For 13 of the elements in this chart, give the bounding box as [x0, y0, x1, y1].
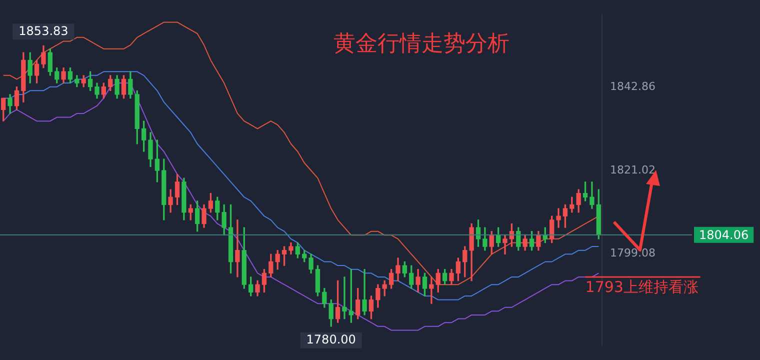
y-tick-label: 1799.08	[610, 246, 656, 260]
candlestick	[556, 208, 561, 228]
candlestick	[235, 220, 240, 278]
candlestick	[342, 276, 347, 320]
y-tick-label: 1821.02	[610, 163, 656, 176]
text: 黄金行情走势分析	[333, 32, 510, 57]
candlestick	[429, 276, 434, 304]
candlestick	[362, 269, 367, 316]
annotation: 1853.83	[18, 24, 68, 38]
ref-line-label: 1804.06	[699, 228, 749, 242]
y-tick-label: 1842.86	[610, 80, 656, 94]
ref-line-label: 1793上维持看涨	[585, 278, 698, 296]
annotation: 1780.00	[306, 332, 356, 347]
